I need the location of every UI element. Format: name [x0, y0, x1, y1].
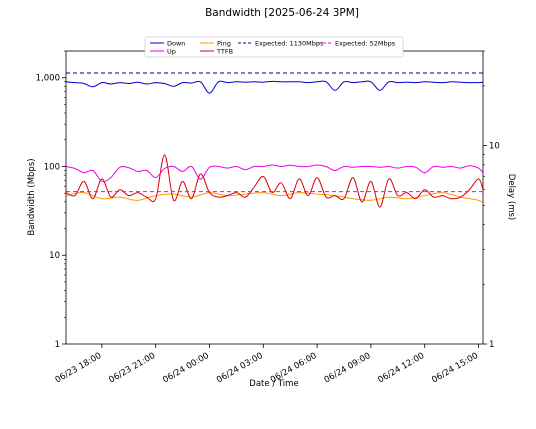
legend-box [144, 36, 404, 58]
y-tick-label: 100 [44, 162, 60, 172]
series-up [65, 164, 484, 183]
y-tick-label: 1,000 [36, 74, 60, 84]
x-tick-label: 06/24 00:00 [161, 351, 211, 386]
series-down [65, 80, 484, 94]
plot-area [65, 50, 484, 345]
x-tick-label: 06/23 18:00 [54, 351, 104, 386]
y2-axis-title: Delay (ms) [506, 174, 516, 220]
x-tick-label: 06/23 21:00 [107, 351, 157, 386]
legend-label-ttfb: TTFB [216, 47, 233, 55]
left-axis: 1 10 100 1,000 [36, 50, 66, 350]
x-tick-label: 06/24 15:00 [430, 351, 480, 386]
series-ttfb [65, 154, 484, 208]
legend-label-down: Down [167, 39, 185, 47]
series-layer [65, 72, 484, 208]
right-axis: 1 10 [483, 50, 500, 350]
legend-label-expected-52mbps: Expected: 52Mbps [335, 39, 396, 47]
legend-label-ping: Ping [217, 39, 231, 47]
x-axis-title: Date / Time [249, 379, 298, 389]
y2-tick-label: 1 [489, 340, 494, 350]
y-axis-title: Bandwidth (Mbps) [27, 158, 37, 235]
chart-title: Bandwidth [2025-06-24 3PM] [205, 7, 359, 19]
legend-label-expected-1130mbps: Expected: 1130Mbps [255, 39, 324, 47]
x-tick-label: 06/24 09:00 [323, 351, 373, 386]
legend-label-up: Up [167, 47, 176, 55]
x-tick-label: 06/24 12:00 [376, 351, 426, 386]
y-tick-label: 1 [55, 340, 60, 350]
y2-tick-label: 10 [489, 142, 500, 152]
y-tick-label: 10 [49, 251, 60, 261]
series-ping [65, 192, 484, 205]
